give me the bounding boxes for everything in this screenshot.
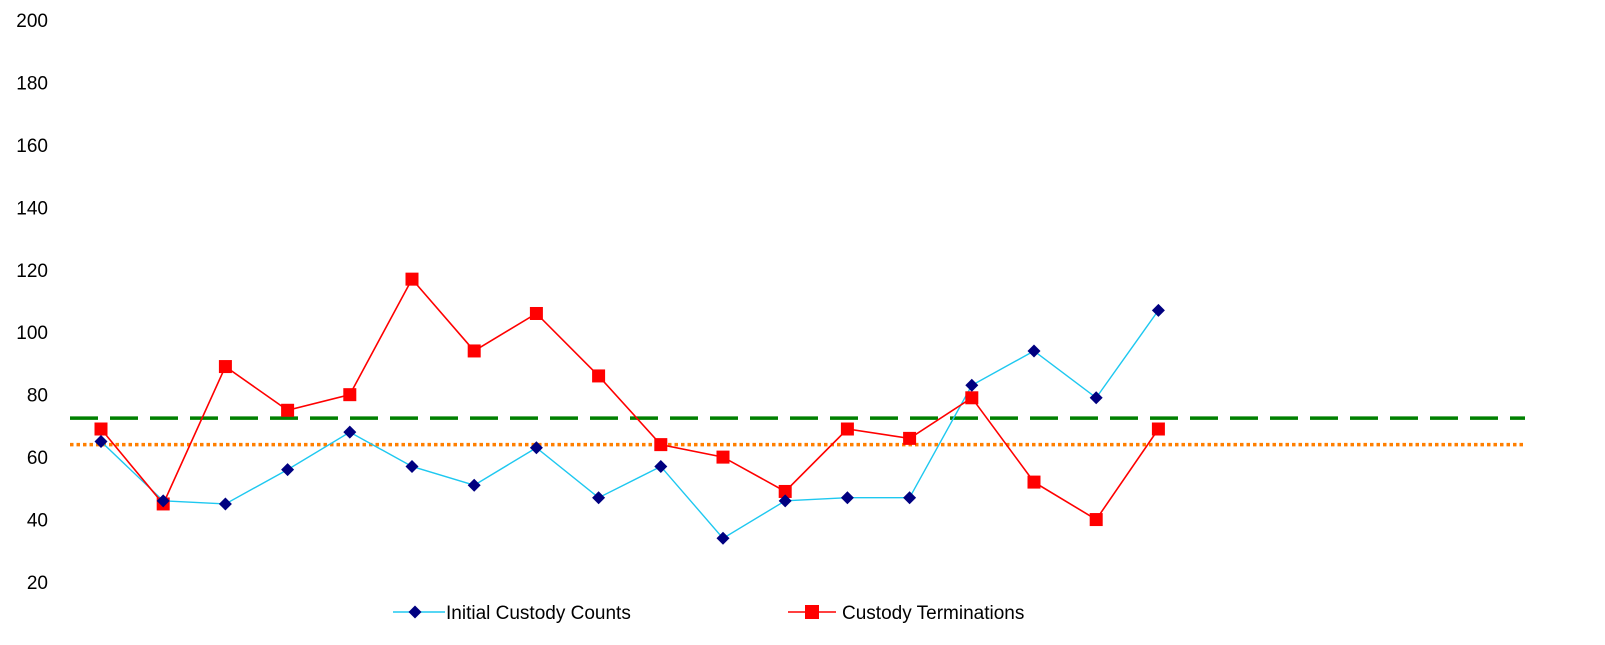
y-tick-label: 160 bbox=[16, 136, 48, 157]
data-point-diamond bbox=[156, 494, 170, 508]
data-point-diamond bbox=[965, 378, 979, 392]
data-point-diamond bbox=[343, 425, 357, 439]
legend-label-custody-terminations: Custody Terminations bbox=[842, 603, 1024, 624]
y-tick-label: 200 bbox=[16, 11, 48, 32]
series-lines bbox=[100, 277, 1160, 540]
data-point-diamond bbox=[529, 441, 543, 455]
y-tick-label: 140 bbox=[16, 198, 48, 219]
y-tick-label: 120 bbox=[16, 261, 48, 282]
data-point-square bbox=[343, 388, 357, 402]
data-point-diamond bbox=[405, 459, 419, 473]
legend: Initial Custody Counts Custody Terminati… bbox=[393, 603, 1024, 624]
legend-marker-square bbox=[805, 605, 819, 619]
data-point-diamond bbox=[1089, 391, 1103, 405]
data-point-square bbox=[1089, 513, 1103, 527]
data-point-diamond bbox=[840, 491, 854, 505]
data-point-diamond bbox=[1027, 344, 1041, 358]
data-point-diamond bbox=[467, 478, 481, 492]
y-tick-label: 60 bbox=[27, 448, 48, 469]
data-point-diamond bbox=[281, 463, 295, 477]
legend-marker-diamond bbox=[408, 605, 422, 619]
series-line-custody-terminations bbox=[100, 277, 1160, 521]
legend-item-custody-terminations: Custody Terminations bbox=[788, 603, 1024, 624]
y-tick-label: 40 bbox=[27, 511, 48, 532]
y-tick-label: 20 bbox=[27, 573, 48, 594]
series-line-initial-custody-counts bbox=[100, 309, 1159, 540]
data-point-diamond bbox=[592, 491, 606, 505]
data-point-square bbox=[592, 369, 606, 383]
y-tick-label: 180 bbox=[16, 73, 48, 94]
data-point-square bbox=[840, 422, 854, 436]
series-markers bbox=[94, 272, 1165, 545]
data-point-diamond bbox=[903, 491, 917, 505]
data-point-square bbox=[903, 431, 917, 445]
data-point-diamond bbox=[778, 494, 792, 508]
legend-label-initial-custody-counts: Initial Custody Counts bbox=[446, 603, 631, 624]
data-point-diamond bbox=[1151, 303, 1165, 317]
data-point-square bbox=[529, 306, 543, 320]
y-tick-label: 100 bbox=[16, 323, 48, 344]
data-point-square bbox=[716, 450, 730, 464]
data-point-square bbox=[94, 422, 108, 436]
data-point-diamond bbox=[94, 435, 108, 448]
data-point-diamond bbox=[654, 459, 668, 473]
data-point-square bbox=[778, 484, 792, 498]
data-point-square bbox=[654, 438, 668, 452]
legend-item-initial-custody-counts: Initial Custody Counts bbox=[393, 603, 631, 624]
y-tick-label: 80 bbox=[27, 386, 48, 407]
data-point-diamond bbox=[218, 497, 232, 511]
data-point-diamond bbox=[716, 531, 730, 545]
data-point-square bbox=[965, 391, 979, 405]
data-point-square bbox=[281, 403, 295, 417]
data-point-square bbox=[467, 344, 481, 358]
data-point-square bbox=[218, 360, 232, 374]
reference-lines bbox=[70, 416, 1525, 447]
data-point-square bbox=[1151, 422, 1165, 436]
y-axis-tick-labels: 20 40 60 80 100 120 140 160 180 200 bbox=[16, 11, 48, 594]
data-point-square bbox=[1027, 475, 1041, 489]
data-point-square bbox=[405, 272, 419, 286]
